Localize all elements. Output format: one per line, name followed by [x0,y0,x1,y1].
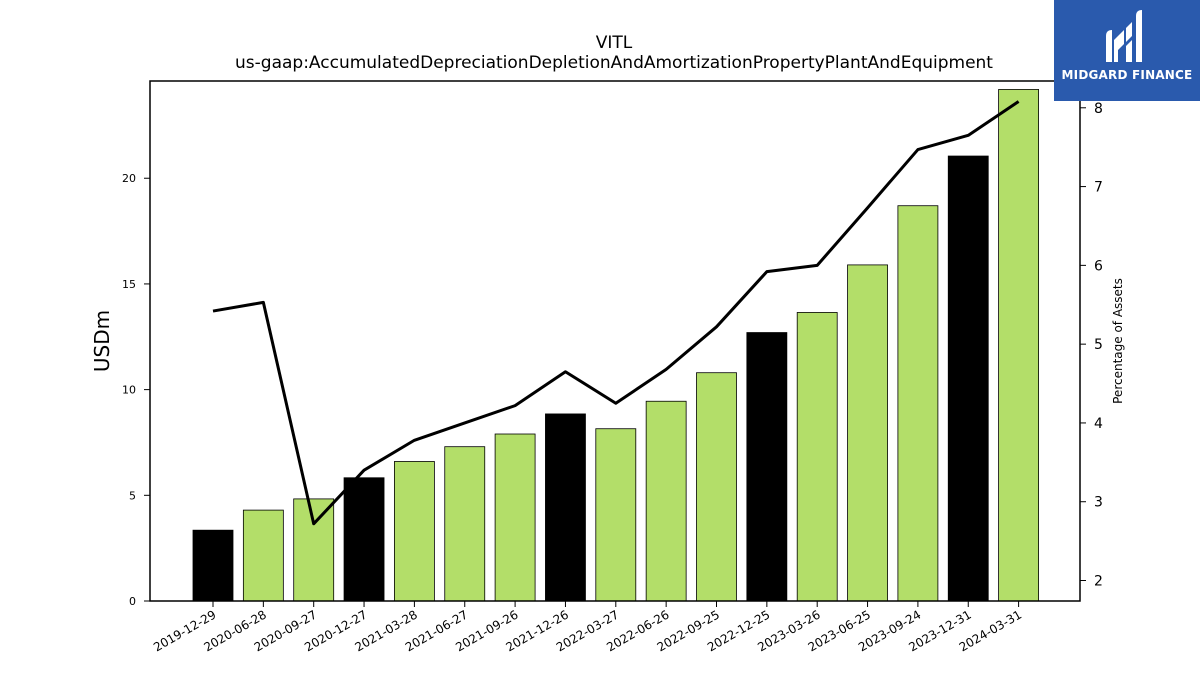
bar [998,89,1039,602]
bar [444,446,486,602]
bar [494,433,536,602]
bar [393,461,435,602]
line-layer [212,100,1020,526]
bar [897,205,939,602]
midgard-logo-icon [1106,10,1142,62]
y-tick-label: 10 [122,384,136,397]
bar [696,372,737,602]
bar [847,264,888,602]
bars-layer [192,89,1039,602]
logo-text: MIDGARD FINANCE [1061,68,1193,82]
y-tick-label: 15 [122,278,136,291]
bar [545,413,586,602]
right-axis: 2 3 4 5 6 7 8 [1080,101,1103,590]
bar [595,428,637,602]
percentage-line [212,100,1020,526]
y2-tick-label: 4 [1094,416,1103,432]
chart-subtitle: us-gaap:AccumulatedDepreciationDepletion… [235,53,993,73]
y2-tick-label: 7 [1094,180,1103,196]
y-tick-label: 0 [129,595,136,608]
chart-title: VITL [596,33,633,53]
y2-tick-label: 6 [1094,258,1103,274]
bar [947,155,989,602]
y2-tick-label: 3 [1094,495,1103,511]
bar [796,312,838,602]
bar [192,529,234,602]
y2-tick-label: 2 [1094,574,1103,590]
x-axis: 2019-12-292020-06-282020-09-272020-12-27… [151,601,1024,654]
bar [242,509,284,602]
bar [293,498,335,602]
y2-axis-label: Percentage of Assets [1111,278,1125,404]
y-tick-label: 20 [122,172,136,185]
plot-frame [149,80,1081,602]
y-tick-label: 5 [129,489,136,502]
bar [343,477,385,602]
y-axis-label: USDm [90,310,114,372]
logo: MIDGARD FINANCE [1054,0,1200,101]
bar [746,332,788,602]
y2-tick-label: 5 [1094,337,1103,353]
y2-tick-label: 8 [1094,101,1103,117]
left-axis: 0 5 10 15 20 [122,172,150,608]
bar [645,400,687,602]
